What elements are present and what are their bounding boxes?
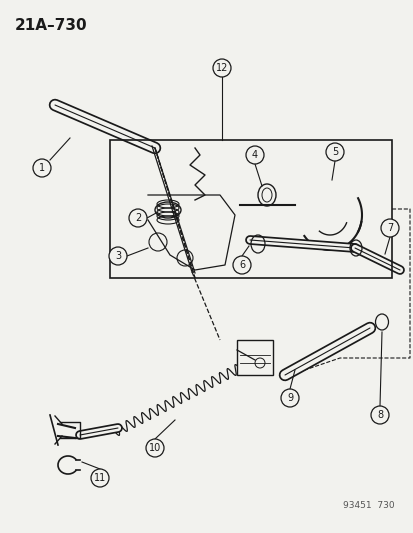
Text: 93451  730: 93451 730 (342, 501, 394, 510)
Text: 11: 11 (94, 473, 106, 483)
Text: 4: 4 (252, 150, 257, 160)
Text: 9: 9 (286, 393, 292, 403)
Text: 3: 3 (115, 251, 121, 261)
Circle shape (280, 389, 298, 407)
Text: 1: 1 (39, 163, 45, 173)
FancyBboxPatch shape (236, 340, 272, 375)
Circle shape (325, 143, 343, 161)
Text: 21A–730: 21A–730 (15, 18, 88, 33)
Circle shape (33, 159, 51, 177)
Circle shape (129, 209, 147, 227)
Text: 2: 2 (135, 213, 141, 223)
Circle shape (380, 219, 398, 237)
Circle shape (212, 59, 230, 77)
Text: 10: 10 (149, 443, 161, 453)
Circle shape (370, 406, 388, 424)
Circle shape (91, 469, 109, 487)
Bar (110, 140, 391, 278)
Text: 6: 6 (238, 260, 244, 270)
Text: 8: 8 (376, 410, 382, 420)
Circle shape (233, 256, 250, 274)
Circle shape (245, 146, 263, 164)
Text: 7: 7 (386, 223, 392, 233)
Text: 12: 12 (215, 63, 228, 73)
Circle shape (109, 247, 127, 265)
Circle shape (146, 439, 164, 457)
Text: 5: 5 (331, 147, 337, 157)
